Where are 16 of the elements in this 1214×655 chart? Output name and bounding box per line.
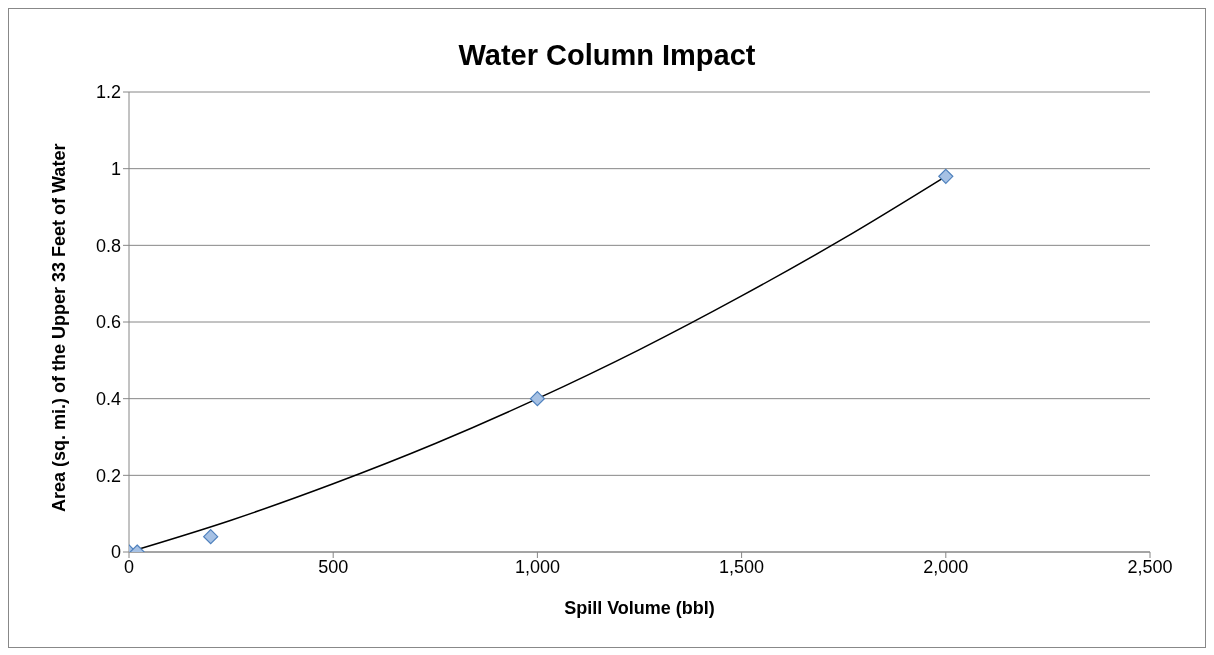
x-tick-label: 2,000 bbox=[923, 556, 969, 577]
chart-title: Water Column Impact bbox=[457, 39, 757, 72]
y-tick-label: 0.8 bbox=[95, 235, 121, 256]
x-axis-title: Spill Volume (bbl) bbox=[564, 598, 715, 618]
y-tick-label: 0 bbox=[110, 542, 121, 563]
y-tick-label: 0.4 bbox=[95, 389, 121, 410]
y-tick-label: 0.6 bbox=[95, 312, 121, 333]
y-tick-label: 0.2 bbox=[95, 465, 121, 486]
x-tick-label: 0 bbox=[123, 556, 135, 577]
y-axis-title: Area (sq. mi.) of the Upper 33 Feet of Water bbox=[49, 143, 70, 512]
x-tick-label: 1,000 bbox=[514, 556, 560, 577]
y-tick-label: 1.2 bbox=[95, 82, 121, 103]
y-tick-label: 1 bbox=[110, 159, 121, 180]
x-tick-label: 500 bbox=[318, 556, 349, 577]
x-tick-label: 2,500 bbox=[1127, 556, 1173, 577]
x-tick-label: 1,500 bbox=[719, 556, 765, 577]
